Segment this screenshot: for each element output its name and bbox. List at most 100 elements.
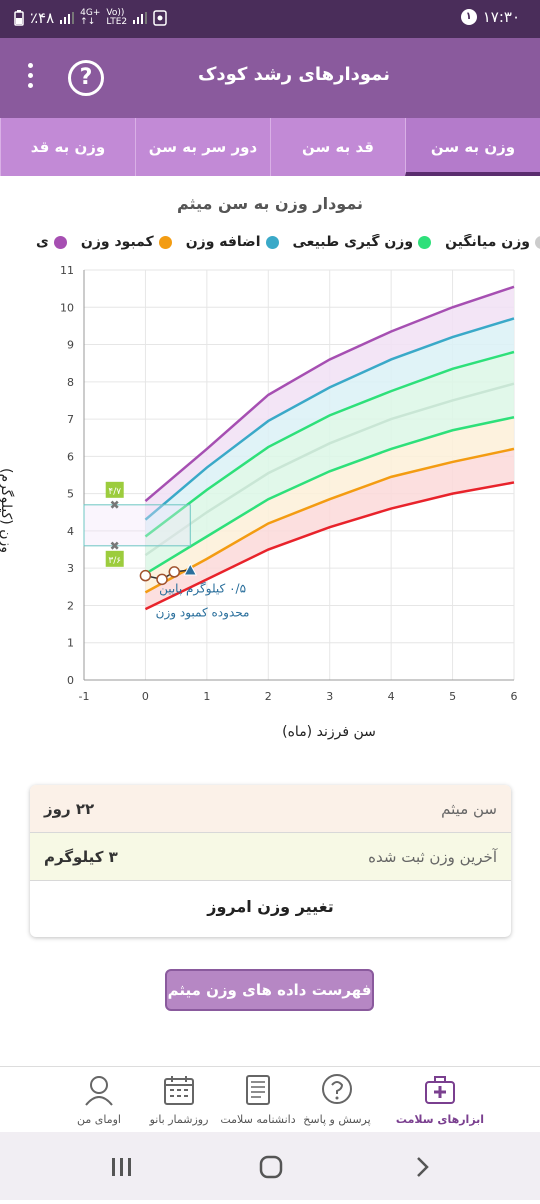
status-bar: ٪۴۸ 4G+ ↑↓ Vo)) LTE2 ۱ ۱۷:۳۰ [0, 0, 540, 38]
nav-questions[interactable]: پرسش و پاسخ [292, 1073, 382, 1126]
y-tick-label: 7 [67, 413, 74, 426]
chart-band [145, 318, 514, 537]
battery-level: ٪۴۸ [30, 9, 55, 27]
chart-band [145, 352, 514, 556]
x-tick-label: 3 [326, 690, 333, 703]
notification-badge: ۱ [460, 9, 477, 25]
y-tick-label: 3 [67, 562, 74, 575]
tab-head-circumference[interactable]: دور سر به سن [135, 118, 270, 176]
legend-item: اضافه وزن [186, 234, 279, 250]
signal-icon [60, 12, 75, 24]
nav-label: دانشنامه سلامت [220, 1113, 296, 1126]
weight-row: ۳ کیلوگرم آخرین وزن ثبت شده [30, 833, 511, 881]
y-tick-label: 10 [60, 301, 74, 314]
health-kit-icon [425, 1076, 455, 1104]
range-badge [105, 481, 124, 498]
x-tick-label: 0 [142, 690, 149, 703]
tab-height-for-age[interactable]: قد به سن [270, 118, 405, 176]
system-nav-icons [112, 1155, 429, 1179]
overflow-menu-icon[interactable] [24, 60, 36, 96]
bottom-navigation: ابزارهای سلامت پرسش و پاسخ دانشنامه سلام… [0, 1066, 540, 1132]
tab-bar: وزن به سن قد به سن دور سر به سن وزن به ق… [0, 118, 540, 176]
y-tick-label: 2 [67, 599, 74, 612]
x-axis-title: سن فرزند (ماه) [282, 724, 376, 740]
nav-profile[interactable]: اومای من [54, 1073, 144, 1126]
legend-dot-icon [265, 235, 279, 249]
info-card: ۲۲ روز سن میثم ۳ کیلوگرم آخرین وزن ثبت ش… [30, 785, 511, 937]
annotation-text: محدوده کمبود وزن [156, 605, 250, 620]
y-tick-label: 9 [67, 339, 74, 352]
child-weight-point [168, 566, 181, 578]
encyclopedia-icon [246, 1075, 270, 1105]
y-tick-label: 1 [67, 637, 74, 650]
range-badge-label: ۴/۷ [108, 487, 121, 497]
series-line [144, 382, 515, 557]
x-tick-label: 2 [265, 690, 272, 703]
weight-label: آخرین وزن ثبت شده [368, 847, 497, 866]
range-box [83, 504, 191, 547]
profile-icon [85, 1076, 113, 1106]
change-weight-button[interactable]: تغییر وزن امروز [207, 897, 334, 916]
weight-value: ۳ کیلوگرم [44, 847, 118, 866]
latest-point-icon [183, 563, 198, 576]
question-bubble-icon [322, 1074, 352, 1104]
series-line [144, 481, 515, 611]
range-badge-label: ۳/۶ [108, 556, 121, 566]
nav-label: ابزارهای سلامت [395, 1113, 485, 1126]
series-line [144, 447, 515, 594]
x-tick-label: 6 [511, 690, 518, 703]
y-axis-title: وزن (کیلوگرم) [0, 468, 14, 553]
child-weight-line [145, 569, 191, 581]
age-label: سن میثم [441, 799, 497, 818]
chart-band [145, 286, 514, 520]
legend-item: کمبود وزن [81, 234, 172, 250]
weight-list-button[interactable]: فهرست داده های وزن میثم [165, 969, 374, 1011]
legend-label: وزن گیری طبیعی [292, 234, 414, 250]
tab-weight-for-age[interactable]: وزن به سن [405, 118, 540, 176]
nav-encyclopedia[interactable]: دانشنامه سلامت [213, 1073, 303, 1135]
clock: ۱۷:۳۰ [482, 8, 520, 26]
notification-icon [153, 10, 167, 26]
x-tick-label: 1 [203, 690, 210, 703]
x-tick-label: 4 [388, 690, 395, 703]
nav-label: پرسش و پاسخ [303, 1113, 371, 1126]
chart-title: نمودار وزن به سن میثم [176, 194, 364, 213]
back-icon[interactable] [417, 1157, 429, 1177]
tab-weight-for-height[interactable]: وزن به قد [0, 118, 135, 176]
series-line [144, 285, 515, 503]
y-tick-label: 5 [67, 488, 74, 501]
nav-label: روزشمار بانو [149, 1113, 209, 1126]
series-line [144, 350, 515, 538]
page-title: نمودارهای رشد کودک [197, 64, 390, 85]
nav-calendar[interactable]: روزشمار بانو [134, 1073, 224, 1126]
y-tick-label: 8 [67, 376, 74, 389]
nav-label: اومای من [77, 1113, 121, 1126]
status-left: ٪۴۸ 4G+ ↑↓ Vo)) LTE2 [14, 9, 167, 27]
x-tick-label: -1 [79, 690, 90, 703]
legend-item: وزن گیری طبیعی [293, 234, 432, 250]
child-weight-point [156, 573, 168, 586]
annotation-text: ۰/۵ کیلوگرم پایین [159, 581, 246, 596]
y-tick-label: 6 [67, 450, 74, 463]
signal-icon-2 [133, 12, 148, 24]
recent-apps-icon[interactable] [112, 1158, 131, 1176]
legend-label: وزن میانگین [445, 234, 530, 250]
range-badge [105, 550, 124, 567]
legend-item: وزن میانگین [445, 234, 540, 250]
chart-band [145, 417, 514, 593]
chart-band [145, 383, 514, 574]
nav-health-tools[interactable]: ابزارهای سلامت [395, 1073, 485, 1126]
status-right: ۱ ۱۷:۳۰ [460, 8, 520, 26]
age-row: ۲۲ روز سن میثم [30, 785, 511, 833]
legend-label: اضافه وزن [185, 234, 261, 250]
child-weight-point [139, 569, 152, 582]
range-marker-icon: ✖ [110, 539, 120, 553]
legend-label: ی [36, 234, 49, 250]
volte-indicator: Vo)) LTE2 [106, 8, 128, 27]
battery-icon [14, 10, 24, 26]
legend-item: ی [36, 234, 67, 250]
home-icon[interactable] [259, 1155, 283, 1179]
chart-band [145, 448, 514, 610]
help-icon[interactable]: ? [68, 60, 104, 96]
